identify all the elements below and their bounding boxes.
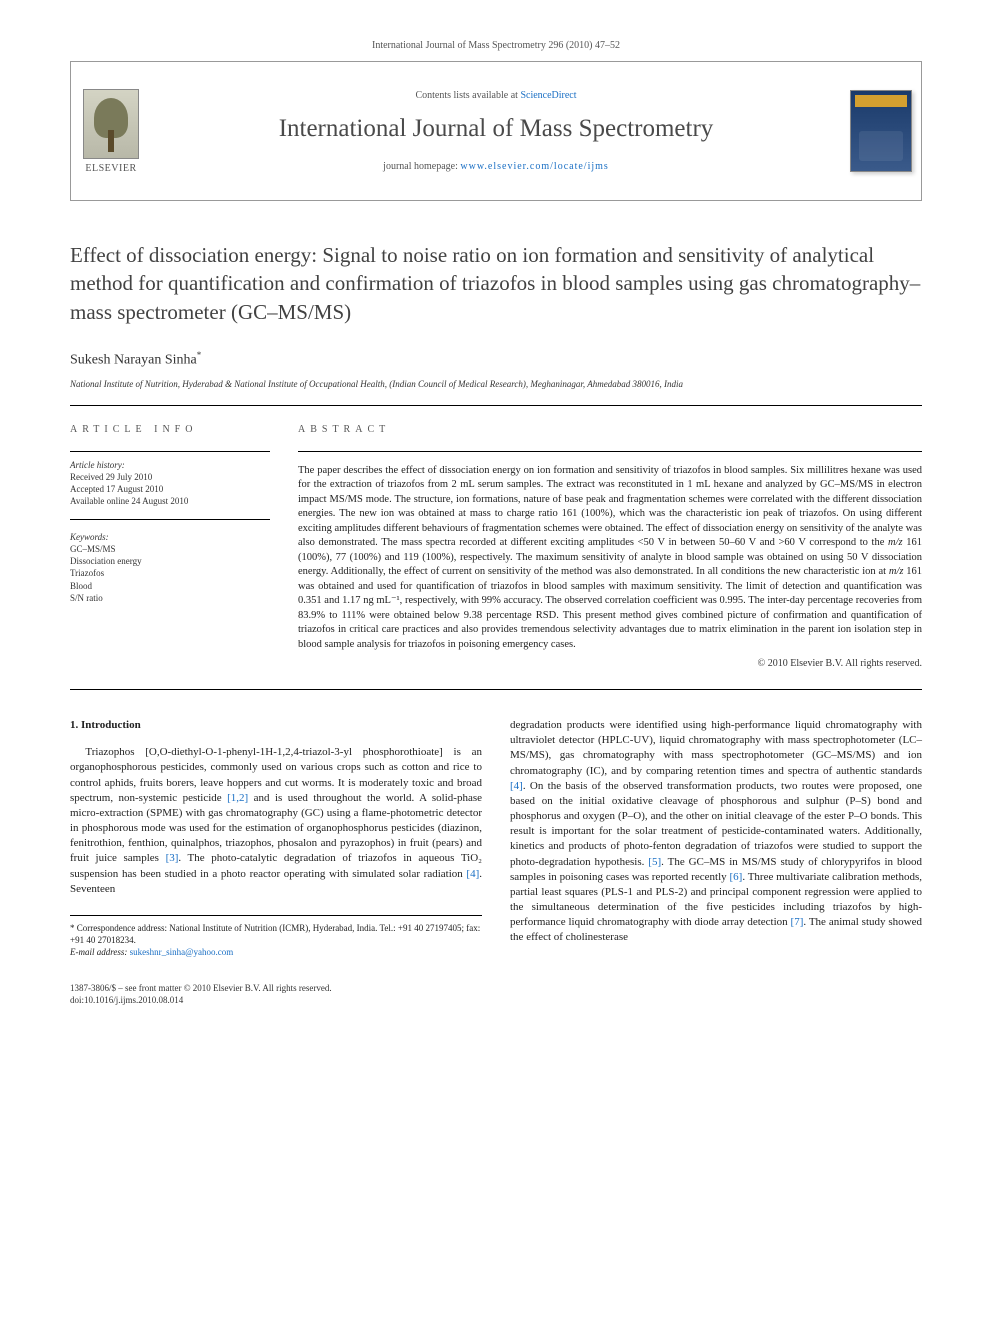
author-text: Sukesh Narayan Sinha bbox=[70, 353, 197, 368]
corr-text: Correspondence address: National Institu… bbox=[70, 923, 480, 945]
journal-name: International Journal of Mass Spectromet… bbox=[279, 115, 714, 143]
history-line: Available online 24 August 2010 bbox=[70, 495, 270, 507]
email-link[interactable]: sukeshnr_sinha@yahoo.com bbox=[130, 947, 234, 957]
abstract-p1: The paper describes the effect of dissoc… bbox=[298, 465, 922, 548]
footer-doi: doi:10.1016/j.ijms.2010.08.014 bbox=[70, 994, 922, 1006]
author-sup: * bbox=[197, 350, 202, 360]
keyword: Blood bbox=[70, 580, 270, 592]
section-heading: 1. Introduction bbox=[70, 718, 482, 733]
article-history-block: Article history: Received 29 July 2010 A… bbox=[70, 452, 270, 520]
abstract-p3: 161 was obtained and used for quantifica… bbox=[298, 566, 922, 649]
keywords-block: Keywords: GC–MS/MS Dissociation energy T… bbox=[70, 532, 270, 616]
homepage-link[interactable]: www.elsevier.com/locate/ijms bbox=[460, 161, 608, 172]
header-center: Contents lists available at ScienceDirec… bbox=[151, 62, 841, 200]
cover-thumbnail bbox=[841, 62, 921, 200]
body-right-column: degradation products were identified usi… bbox=[510, 718, 922, 958]
body-paragraph: Triazophos [O,O-diethyl-O-1-phenyl-1H-1,… bbox=[70, 745, 482, 897]
sec-num: 1. bbox=[70, 719, 78, 731]
sciencedirect-link[interactable]: ScienceDirect bbox=[520, 90, 576, 101]
elsevier-logo: ELSEVIER bbox=[71, 62, 151, 200]
abstract-head: ABSTRACT bbox=[298, 424, 922, 435]
body-text: . On the basis of the observed transform… bbox=[510, 780, 922, 868]
top-citation: International Journal of Mass Spectromet… bbox=[70, 40, 922, 51]
citation-link[interactable]: [7] bbox=[791, 916, 804, 928]
article-title: Effect of dissociation energy: Signal to… bbox=[70, 241, 922, 326]
homepage-line: journal homepage: www.elsevier.com/locat… bbox=[383, 161, 609, 172]
citation-link[interactable]: [3] bbox=[166, 852, 179, 864]
abstract-text: The paper describes the effect of dissoc… bbox=[298, 464, 922, 652]
page-footer: 1387-3806/$ – see front matter © 2010 El… bbox=[70, 982, 922, 1006]
divider bbox=[70, 689, 922, 690]
keyword: S/N ratio bbox=[70, 592, 270, 604]
elsevier-label: ELSEVIER bbox=[85, 163, 136, 174]
journal-header: ELSEVIER Contents lists available at Sci… bbox=[70, 61, 922, 201]
elsevier-tree-icon bbox=[83, 89, 139, 159]
info-abstract-row: ARTICLE INFO Article history: Received 2… bbox=[70, 406, 922, 689]
affiliation: National Institute of Nutrition, Hyderab… bbox=[70, 379, 922, 389]
history-line: Accepted 17 August 2010 bbox=[70, 483, 270, 495]
keywords-title: Keywords: bbox=[70, 532, 270, 542]
cover-image-icon bbox=[850, 90, 912, 172]
corr-line1: * Correspondence address: National Insti… bbox=[70, 922, 482, 946]
body-text: degradation products were identified usi… bbox=[510, 719, 922, 777]
body-left-column: 1. Introduction Triazophos [O,O-diethyl-… bbox=[70, 718, 482, 958]
abstract-column: ABSTRACT The paper describes the effect … bbox=[298, 424, 922, 669]
keyword: Dissociation energy bbox=[70, 555, 270, 567]
body-columns: 1. Introduction Triazophos [O,O-diethyl-… bbox=[70, 718, 922, 958]
mz-italic: m/z bbox=[889, 566, 904, 577]
citation-link[interactable]: [5] bbox=[648, 856, 661, 868]
body-paragraph: degradation products were identified usi… bbox=[510, 718, 922, 946]
corr-email-line: E-mail address: sukeshnr_sinha@yahoo.com bbox=[70, 946, 482, 958]
author-name: Sukesh Narayan Sinha* bbox=[70, 350, 922, 369]
sec-title: Introduction bbox=[81, 719, 141, 731]
copyright-line: © 2010 Elsevier B.V. All rights reserved… bbox=[298, 658, 922, 669]
citation-link[interactable]: [4] bbox=[466, 868, 479, 880]
divider bbox=[298, 451, 922, 452]
keyword: Triazofos bbox=[70, 567, 270, 579]
keyword: GC–MS/MS bbox=[70, 543, 270, 555]
mz-italic: m/z bbox=[888, 537, 903, 548]
history-line: Received 29 July 2010 bbox=[70, 471, 270, 483]
contents-line: Contents lists available at ScienceDirec… bbox=[415, 90, 576, 101]
citation-link[interactable]: [1,2] bbox=[227, 792, 248, 804]
article-info-column: ARTICLE INFO Article history: Received 2… bbox=[70, 424, 270, 669]
footer-line1: 1387-3806/$ – see front matter © 2010 El… bbox=[70, 982, 922, 994]
email-label: E-mail address: bbox=[70, 947, 130, 957]
article-info-head: ARTICLE INFO bbox=[70, 424, 270, 435]
citation-link[interactable]: [6] bbox=[730, 871, 743, 883]
contents-prefix: Contents lists available at bbox=[415, 90, 520, 101]
correspondence-note: * Correspondence address: National Insti… bbox=[70, 915, 482, 958]
citation-link[interactable]: [4] bbox=[510, 780, 523, 792]
homepage-prefix: journal homepage: bbox=[383, 161, 460, 172]
history-title: Article history: bbox=[70, 460, 270, 470]
